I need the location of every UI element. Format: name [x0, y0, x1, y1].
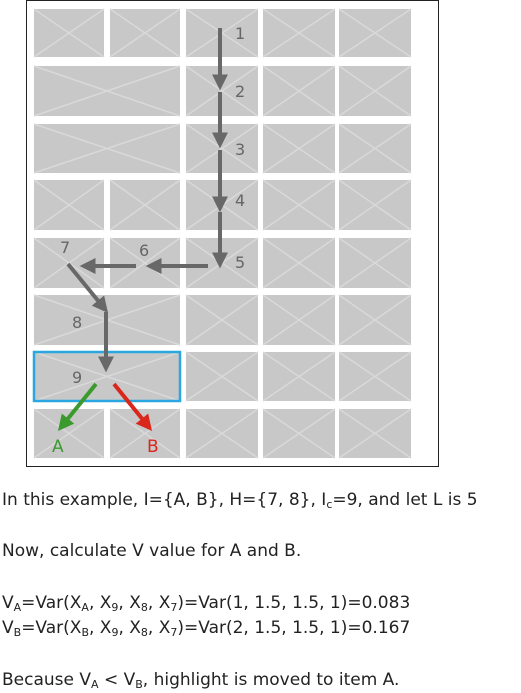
line1-suffix: =9, and let L is 5 — [332, 490, 478, 510]
tile-cross-line — [109, 408, 181, 459]
line3-x2-sub: 9 — [111, 601, 119, 614]
tile-cross-line — [185, 408, 259, 459]
line5-mid: < V — [98, 670, 136, 690]
line3-v-sub: A — [13, 601, 22, 614]
tile-cross-line — [338, 351, 412, 402]
tile-cross-line — [338, 237, 412, 289]
line4-x4-sub: 7 — [170, 626, 178, 639]
line4-x2-sub: 9 — [111, 626, 119, 639]
line5-sub1: A — [91, 678, 99, 691]
step-label: 2 — [235, 82, 245, 101]
path-arrows — [66, 28, 228, 373]
line4-c2: , X — [118, 618, 141, 638]
line4-x3-sub: 8 — [140, 626, 148, 639]
caption-line-3: VA=Var(XA, X9, X8, X7)=Var(1, 1.5, 1.5, … — [2, 593, 410, 613]
line4-c3: , X — [147, 618, 171, 638]
line1-prefix: In this example, I={A, B}, H={7, 8}, I — [2, 490, 327, 510]
line4-v: V — [2, 618, 14, 638]
arrow-7-8 — [66, 262, 109, 313]
line5-prefix: Because V — [2, 670, 92, 690]
line4-mid: =Var(X — [21, 618, 82, 638]
line3-c2: , X — [118, 593, 141, 613]
branch-b-label: B — [147, 437, 159, 457]
caption-line-2: Now, calculate V value for A and B. — [2, 541, 301, 561]
tile-cross-line — [185, 65, 259, 117]
line3-v: V — [2, 593, 14, 613]
tile-cross-line — [33, 123, 181, 174]
step-label: 7 — [60, 238, 70, 257]
tile-cross-line — [338, 408, 412, 459]
tile-cross-line — [338, 179, 412, 231]
tile-cross-line — [262, 179, 336, 231]
tile-cross-line — [185, 294, 259, 346]
tile-cross-line — [33, 65, 181, 117]
step-label: 4 — [235, 191, 245, 210]
line4-c1: , X — [88, 618, 112, 638]
tile-cross-line — [262, 294, 336, 346]
line4-v-sub: B — [13, 626, 22, 639]
step-label: 8 — [72, 313, 82, 332]
tile-cross-line — [109, 8, 181, 58]
line3-c3: , X — [147, 593, 171, 613]
grid-diagram: 1 2 3 4 5 6 7 8 9 A B — [26, 0, 439, 467]
tile-cross-line — [262, 65, 336, 117]
step-label: 9 — [72, 368, 82, 387]
tile-cross-line — [33, 408, 105, 459]
line2-text: Now, calculate V value for A and B. — [2, 541, 302, 561]
tile-cross-line — [109, 237, 181, 289]
line3-x1-sub: A — [81, 601, 89, 614]
step-label: 6 — [139, 241, 149, 260]
line3-x3-sub: 8 — [140, 601, 148, 614]
line4-x1-sub: B — [81, 626, 89, 639]
tile-cross-line — [262, 8, 336, 58]
tile-cross-line — [262, 237, 336, 289]
tile-cross-line — [262, 123, 336, 174]
tile-cross-line — [33, 351, 181, 402]
step-label: 1 — [235, 24, 245, 43]
tile-cross-line — [338, 65, 412, 117]
line1-sub: c — [326, 498, 333, 511]
line3-tail: )=Var(1, 1.5, 1.5, 1)=0.083 — [177, 593, 411, 613]
tile-cross-line — [262, 351, 336, 402]
branch-b-arrow — [112, 382, 153, 431]
branch-a-label: A — [52, 437, 64, 457]
line3-x4-sub: 7 — [170, 601, 178, 614]
branch-a-arrow — [57, 382, 98, 431]
tile-cross-line — [262, 408, 336, 459]
line3-mid: =Var(X — [21, 593, 82, 613]
tile-cross-line — [109, 179, 181, 231]
tile-cross-line — [185, 123, 259, 174]
caption-line-5: Because VA < VB, highlight is moved to i… — [2, 670, 399, 690]
line5-sub2: B — [135, 678, 143, 691]
tile-cross-line — [338, 8, 412, 58]
caption-line-4: VB=Var(XB, X9, X8, X7)=Var(2, 1.5, 1.5, … — [2, 618, 410, 638]
line5-suffix: , highlight is moved to item A. — [142, 670, 400, 690]
line3-c1: , X — [88, 593, 112, 613]
tile-grid — [33, 8, 412, 459]
tile-cross-line — [338, 294, 412, 346]
tile-cross-line — [33, 8, 105, 58]
step-label: 3 — [235, 140, 245, 159]
step-label: 5 — [235, 253, 245, 272]
tile-cross-line — [33, 237, 105, 289]
step-labels: 1 2 3 4 5 6 7 8 9 — [60, 24, 245, 387]
caption-line-1: In this example, I={A, B}, H={7, 8}, Ic=… — [2, 490, 478, 510]
tile-cross-line — [33, 179, 105, 231]
tile-cross-line — [338, 123, 412, 174]
tile-cross-line — [185, 351, 259, 402]
line4-tail: )=Var(2, 1.5, 1.5, 1)=0.167 — [177, 618, 411, 638]
